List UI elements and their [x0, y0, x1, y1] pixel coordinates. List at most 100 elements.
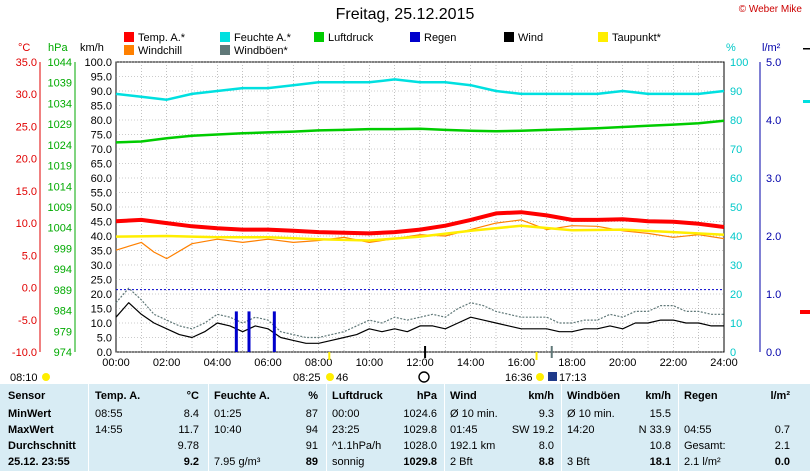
legend-swatch-temp — [124, 32, 134, 42]
series-feuchte-a — [115, 78, 725, 101]
hpa-tick-label: 1024 — [48, 140, 72, 152]
weather-chart: 35.0 30.0 25.0 20.0 15.0 10.0 5.0 0.0 -5.0 -10.0 1… — [10, 48, 810, 384]
rain-bar — [272, 311, 276, 352]
legend-swatch-humidity — [220, 32, 230, 42]
table-header: Feuchte A. — [214, 390, 270, 402]
pressure-value: 1029.8 — [403, 456, 437, 468]
rain-info: Gesamt: — [684, 440, 726, 452]
table-header: % — [308, 390, 318, 402]
kmh-tick-label: 70.0 — [91, 144, 112, 156]
legend-label-temp: Temp. A.* — [138, 32, 186, 44]
moon-icon — [418, 371, 430, 383]
sun-icon — [42, 373, 50, 381]
table-header: Wind — [450, 390, 477, 402]
gust-info: 3 Bft — [567, 456, 590, 468]
celsius-tick-label: 20.0 — [16, 154, 37, 166]
table-column-divider — [326, 384, 327, 471]
unit-hpa: hPa — [48, 42, 68, 54]
percent-tick-label: 10 — [730, 318, 742, 330]
x-tick-label: 00:00 — [102, 357, 130, 369]
rain-value: 2.1 — [774, 440, 790, 452]
rain-value: 0.7 — [774, 424, 790, 436]
legend-swatch-rain — [410, 32, 420, 42]
kmh-tick-label: 35.0 — [91, 246, 112, 258]
kmh-tick-label: 85.0 — [91, 101, 112, 113]
hpa-tick-label: 1034 — [48, 98, 72, 110]
unit-kmh: km/h — [80, 42, 104, 54]
humidity-value: 87 — [305, 408, 318, 420]
temp-time: 14:55 — [95, 424, 123, 436]
percent-tick-label: 0 — [730, 347, 736, 359]
unit-rain: l/m² — [762, 42, 781, 54]
hpa-tick-label: 1039 — [48, 78, 72, 90]
percent-tick-label: 40 — [730, 231, 742, 243]
x-tick-label: 02:00 — [153, 357, 181, 369]
celsius-tick-label: 30.0 — [16, 89, 37, 101]
hpa-tick-label: 989 — [54, 285, 72, 297]
humidity-time: 7.95 g/m³ — [214, 456, 261, 468]
kmh-tick-label: 80.0 — [91, 115, 112, 127]
humidity-value: 89 — [305, 456, 318, 468]
table-header: Temp. A. — [95, 390, 141, 402]
pressure-time: 23:25 — [332, 424, 360, 436]
row-label: MaxWert — [8, 424, 54, 436]
x-tick-label: 06:00 — [254, 357, 282, 369]
moonset-label: 17:13 — [559, 372, 587, 384]
x-tick-label: 08:00 — [305, 357, 333, 369]
percent-tick-label: 70 — [730, 144, 742, 156]
row-label: MinWert — [8, 408, 52, 420]
sun-time-label: 08:10 — [10, 372, 38, 384]
x-tick-label: 22:00 — [660, 357, 688, 369]
kmh-tick-label: 60.0 — [91, 173, 112, 185]
rain-tick-label: 1.0 — [766, 289, 781, 301]
stats-table: Sensor Temp. A. °C Feuchte A.% Luftdruck hPa W… — [0, 384, 810, 471]
temp-value: 9.78 — [177, 440, 199, 452]
humidity-time: 01:25 — [214, 408, 242, 420]
rain-tick-label: 3.0 — [766, 173, 781, 185]
hpa-tick-label: 1019 — [48, 161, 72, 173]
credit-label[interactable]: © Weber Mike — [738, 4, 802, 15]
table-header: km/h — [645, 390, 671, 402]
celsius-tick-label: 15.0 — [16, 186, 37, 198]
rain-info: 04:55 — [684, 424, 712, 436]
rain-bar — [234, 311, 238, 352]
rain-value: 0.0 — [774, 456, 790, 468]
kmh-tick-label: 100.0 — [84, 57, 112, 69]
series-temp-a — [115, 210, 725, 236]
sunrise-icon — [326, 373, 334, 381]
legend-label-rain: Regen — [424, 32, 457, 44]
unit-celsius: °C — [18, 42, 31, 54]
table-header: Regen — [684, 390, 718, 402]
legend-gusts: Windböen* — [220, 45, 288, 57]
kmh-tick-label: 5.0 — [97, 333, 112, 345]
wind-direction-value: SW 19.2 — [511, 424, 554, 436]
legend-rain: Regen — [410, 32, 456, 44]
hpa-tick-label: 1029 — [48, 119, 72, 131]
kmh-tick-label: 65.0 — [91, 159, 112, 171]
table-column-divider — [678, 384, 679, 471]
legend-humidity: Feuchte A.* — [220, 32, 291, 44]
kmh-tick-label: 45.0 — [91, 217, 112, 229]
table-header: Windböen — [567, 390, 621, 402]
kmh-tick-label: 0.0 — [97, 347, 112, 359]
x-tick-label: 10:00 — [356, 357, 384, 369]
x-tick-label: 12:00 — [406, 357, 434, 369]
chart-title: Freitag, 25.12.2015 — [335, 6, 475, 23]
legend-swatch-gusts — [220, 45, 230, 55]
pressure-value: 1028.0 — [403, 440, 437, 452]
legend-temp: Temp. A.* — [124, 32, 185, 44]
table-column-divider — [444, 384, 445, 471]
hpa-tick-label: 994 — [54, 264, 72, 276]
celsius-tick-label: -10.0 — [12, 347, 37, 359]
kmh-tick-label: 75.0 — [91, 130, 112, 142]
hpa-tick-label: 974 — [54, 347, 72, 359]
sunset-label: 16:36 — [505, 372, 533, 384]
percent-tick-label: 30 — [730, 260, 742, 272]
table-header: km/h — [528, 390, 554, 402]
kmh-tick-label: 90.0 — [91, 86, 112, 98]
temp-time: 08:55 — [95, 408, 123, 420]
kmh-tick-label: 95.0 — [91, 72, 112, 84]
legend-swatch-windchill — [124, 45, 134, 55]
unit-percent: % — [726, 42, 736, 54]
percent-tick-label: 20 — [730, 289, 742, 301]
